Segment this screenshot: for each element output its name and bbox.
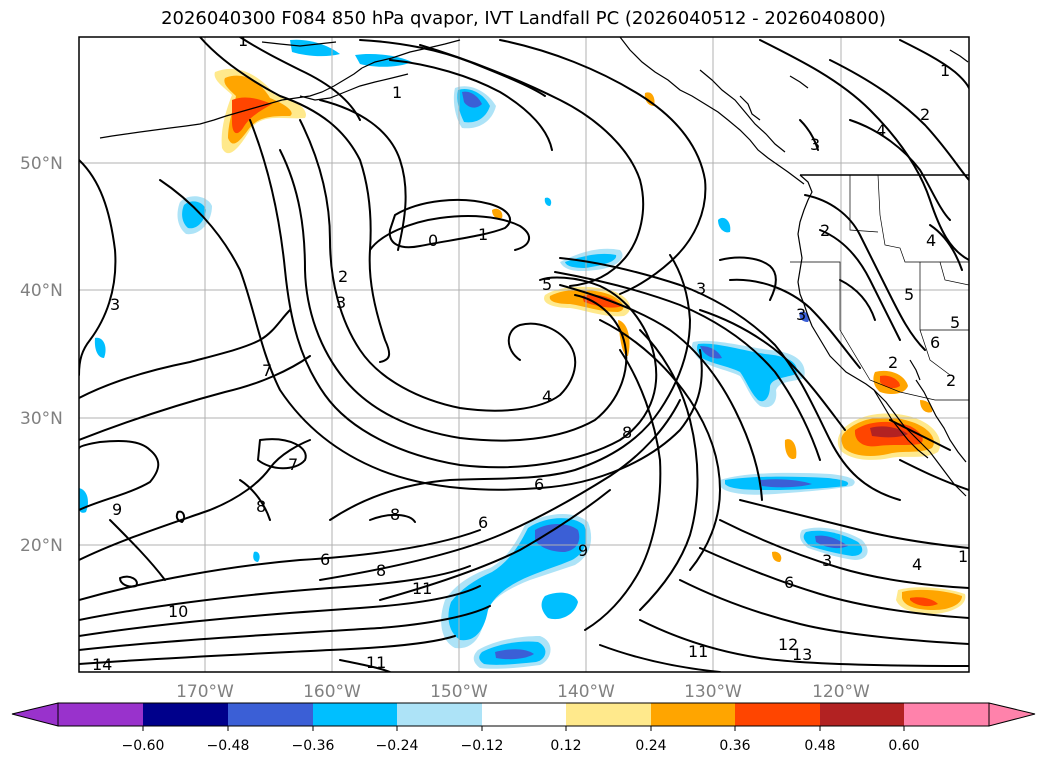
- lat-label: 20°N: [20, 536, 63, 556]
- contour-label: 3: [810, 135, 820, 154]
- longitude-labels: 170°W 160°W 150°W 140°W 130°W 120°W: [176, 682, 870, 702]
- contour-label: 1: [238, 31, 248, 50]
- lon-label: 130°W: [684, 682, 742, 702]
- contour-label: 8: [256, 497, 266, 516]
- contour-label: 7: [288, 455, 298, 474]
- contour-label: 11: [688, 642, 708, 661]
- contour-label: 6: [930, 333, 940, 352]
- contour-label: 2: [820, 221, 830, 240]
- colorbar: −0.60 −0.48 −0.36 −0.24 −0.12 0.12 0.24 …: [11, 702, 1036, 754]
- contour-label: 12: [778, 635, 798, 654]
- colorbar-tick-label: −0.48: [207, 738, 250, 754]
- contour-label: 1: [392, 83, 402, 102]
- latitude-labels: 50°N 40°N 30°N 20°N: [20, 154, 63, 556]
- colorbar-extend-low: [11, 702, 59, 727]
- contour-label: 3: [796, 305, 806, 324]
- colorbar-tick-label: −0.24: [376, 738, 419, 754]
- colorbar-tick-label: 0.24: [635, 738, 666, 754]
- lon-label: 120°W: [812, 682, 870, 702]
- contour-label: 9: [578, 541, 588, 560]
- lon-label: 170°W: [176, 682, 234, 702]
- contour-lines: [79, 37, 969, 672]
- contour-label: 11: [366, 653, 386, 672]
- colorbar-swatch: [566, 703, 651, 726]
- contour-label: 1: [478, 225, 488, 244]
- contour-label: 6: [784, 573, 794, 592]
- colorbar-tick-label: −0.36: [292, 738, 335, 754]
- lon-label: 150°W: [430, 682, 488, 702]
- contour-label: 7: [262, 361, 272, 380]
- contour-label: 3: [696, 279, 706, 298]
- contour-label: 6: [320, 550, 330, 569]
- contour-label: 13: [792, 645, 812, 664]
- map-title: 2026040300 F084 850 hPa qvapor, IVT Land…: [161, 8, 886, 29]
- gridlines: [79, 37, 969, 672]
- colorbar-tick-label: 0.12: [550, 738, 581, 754]
- contour-label: 2: [946, 371, 956, 390]
- contour-label: 9: [112, 500, 122, 519]
- contour-label: 6: [478, 513, 488, 532]
- colorbar-tick-label: 0.36: [719, 738, 750, 754]
- colorbar-tick-label: 0.48: [804, 738, 835, 754]
- lat-label: 30°N: [20, 409, 63, 429]
- contour-label: 4: [912, 555, 922, 574]
- contour-label: 6: [534, 475, 544, 494]
- lat-label: 50°N: [20, 154, 63, 174]
- lon-label: 160°W: [303, 682, 361, 702]
- contour-label: 5: [950, 313, 960, 332]
- contour-label: 2: [920, 105, 930, 124]
- contour-label: 3: [336, 293, 346, 312]
- contour-label-group: 1 1 1 0 1 2 3 3 3 5 7 4 8 6 7 9 8 8 6 8 …: [92, 31, 968, 674]
- colorbar-swatch: [904, 703, 989, 726]
- colorbar-swatch: [651, 703, 735, 726]
- lon-label: 140°W: [557, 682, 615, 702]
- contour-label: 3: [110, 295, 120, 314]
- colorbar-swatch: [313, 703, 397, 726]
- contour-label: 8: [390, 505, 400, 524]
- colorbar-swatch: [482, 703, 566, 726]
- colorbar-swatch: [735, 703, 820, 726]
- contour-label: 1: [940, 61, 950, 80]
- political-borders: [790, 174, 969, 401]
- contour-label: 5: [904, 285, 914, 304]
- colorbar-tick-label: −0.12: [461, 738, 504, 754]
- contour-label: 8: [622, 423, 632, 442]
- colorbar-tick-label: 0.60: [888, 738, 919, 754]
- contour-label: 3: [822, 551, 832, 570]
- colorbar-swatch: [397, 703, 482, 726]
- colorbar-swatch: [820, 703, 904, 726]
- contour-label: 4: [542, 387, 552, 406]
- colorbar-swatch: [143, 703, 228, 726]
- colorbar-swatch: [58, 703, 143, 726]
- lat-label: 40°N: [20, 281, 63, 301]
- contour-label: 2: [888, 353, 898, 372]
- contour-label: 8: [376, 561, 386, 580]
- contour-label: 4: [926, 231, 936, 250]
- map-frame: [78, 36, 970, 673]
- contour-label: 5: [542, 275, 552, 294]
- contour-label: 4: [876, 121, 886, 140]
- colorbar-ticks: [142, 726, 905, 731]
- contour-label: 14: [92, 655, 112, 674]
- contour-label: 2: [338, 267, 348, 286]
- contour-label: 10: [168, 602, 188, 621]
- contour-label: 1: [958, 547, 968, 566]
- contour-label: 11: [412, 579, 432, 598]
- colorbar-swatch: [228, 703, 313, 726]
- colorbar-extend-high: [988, 702, 1036, 727]
- contour-label: 0: [428, 231, 438, 250]
- colorbar-tick-label: −0.60: [122, 738, 165, 754]
- colorbar-frame: [57, 702, 990, 727]
